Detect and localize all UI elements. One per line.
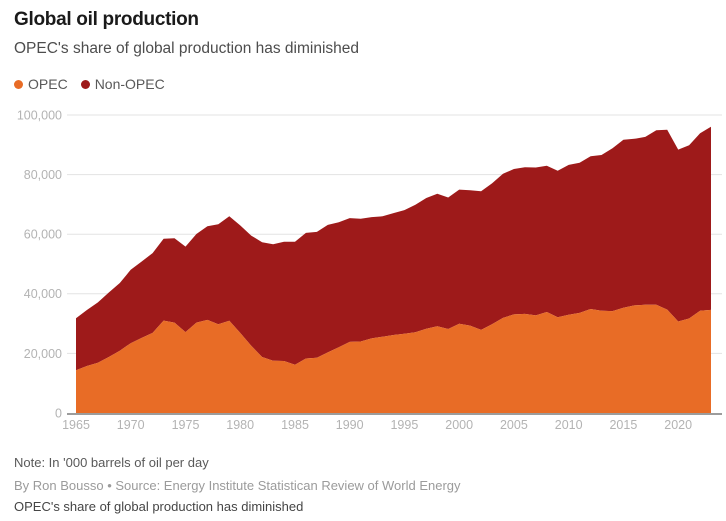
opec-legend-dot-icon xyxy=(14,79,23,89)
page-title: Global oil production xyxy=(14,9,199,30)
y-axis-tick-label: 80,000 xyxy=(24,168,62,182)
x-axis-tick-label: 2000 xyxy=(445,418,473,432)
legend-label-opec: OPEC xyxy=(28,76,68,92)
x-axis-tick-label: 1975 xyxy=(172,418,200,432)
x-axis-tick-label: 2010 xyxy=(555,418,583,432)
non-opec-area xyxy=(76,126,711,371)
x-axis-tick-label: 1985 xyxy=(281,418,309,432)
x-axis-tick-label: 2020 xyxy=(664,418,692,432)
x-axis-tick-label: 1995 xyxy=(390,418,418,432)
y-axis-tick-label: 20,000 xyxy=(24,347,62,361)
x-axis-tick-label: 1965 xyxy=(62,418,90,432)
x-axis-tick-label: 2015 xyxy=(609,418,637,432)
legend-item-non-opec: Non-OPEC xyxy=(80,76,165,92)
y-axis-tick-label: 60,000 xyxy=(24,228,62,242)
chart-subtitle: OPEC's share of global production has di… xyxy=(14,40,360,57)
x-axis-tick-label: 1980 xyxy=(226,418,254,432)
chart-legend: OPEC Non-OPEC xyxy=(14,77,165,91)
chart-byline: By Ron Bousso • Source: Energy Institute… xyxy=(14,478,461,493)
opec-area xyxy=(76,304,711,413)
x-axis-tick-label: 2005 xyxy=(500,418,528,432)
y-axis-tick-label: 40,000 xyxy=(24,287,62,301)
y-axis-tick-label: 0 xyxy=(55,406,62,420)
legend-label-non-opec: Non-OPEC xyxy=(94,76,165,92)
x-axis-tick-label: 1990 xyxy=(336,418,364,432)
oil-production-area-chart: 0 20,000 40,000 60,000 80,000 100,000 1965 1970… xyxy=(17,108,722,432)
chart-dek-caption: OPEC's share of global production has di… xyxy=(14,499,304,514)
non-opec-legend-dot-icon xyxy=(80,79,90,89)
y-axis-tick-label: 100,000 xyxy=(17,108,62,122)
legend-item-opec: OPEC xyxy=(14,77,68,91)
chart-note: Note: In '000 barrels of oil per day xyxy=(14,455,209,470)
x-axis-tick-label: 1970 xyxy=(117,418,145,432)
